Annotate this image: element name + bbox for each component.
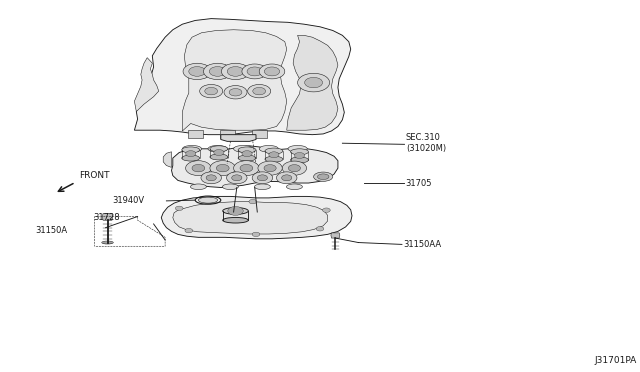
Polygon shape (163, 152, 172, 167)
Circle shape (247, 67, 262, 76)
Circle shape (264, 67, 280, 76)
Circle shape (210, 161, 236, 176)
Circle shape (227, 67, 244, 76)
Circle shape (258, 161, 282, 175)
Ellipse shape (265, 156, 283, 162)
Circle shape (175, 206, 183, 211)
Text: 31728: 31728 (93, 213, 120, 222)
Ellipse shape (198, 197, 218, 203)
Circle shape (221, 63, 250, 80)
Circle shape (252, 232, 260, 237)
Circle shape (289, 164, 301, 171)
Polygon shape (102, 214, 113, 220)
Polygon shape (134, 58, 159, 112)
Circle shape (186, 151, 196, 157)
Circle shape (214, 150, 224, 155)
Circle shape (229, 89, 242, 96)
Circle shape (242, 64, 268, 79)
Ellipse shape (291, 157, 308, 163)
Ellipse shape (254, 184, 270, 189)
Ellipse shape (223, 217, 248, 223)
Circle shape (253, 87, 266, 95)
Circle shape (316, 227, 324, 231)
Text: J31701PA: J31701PA (595, 356, 637, 365)
Circle shape (201, 172, 221, 184)
Circle shape (252, 172, 273, 184)
Circle shape (192, 164, 205, 172)
Ellipse shape (238, 155, 256, 161)
Ellipse shape (102, 241, 113, 244)
Ellipse shape (210, 146, 228, 152)
Polygon shape (221, 135, 256, 141)
Circle shape (216, 164, 229, 172)
Polygon shape (287, 35, 338, 130)
Polygon shape (182, 30, 287, 131)
Circle shape (298, 73, 330, 92)
Circle shape (240, 164, 253, 172)
Circle shape (282, 161, 307, 175)
Text: SEC.310
(31020M): SEC.310 (31020M) (406, 133, 446, 153)
Circle shape (206, 175, 216, 181)
Ellipse shape (223, 184, 238, 189)
Ellipse shape (265, 148, 283, 154)
Circle shape (209, 67, 226, 76)
Ellipse shape (182, 155, 200, 161)
Text: FRONT: FRONT (79, 171, 109, 180)
Circle shape (185, 228, 193, 233)
Circle shape (227, 172, 247, 184)
Polygon shape (134, 19, 351, 135)
Ellipse shape (288, 145, 307, 152)
Circle shape (323, 208, 330, 212)
Ellipse shape (210, 154, 228, 160)
Circle shape (205, 87, 218, 95)
Text: 31150A: 31150A (35, 226, 67, 235)
Ellipse shape (287, 184, 303, 189)
Ellipse shape (223, 208, 248, 214)
Circle shape (232, 175, 242, 181)
Ellipse shape (259, 145, 278, 152)
Ellipse shape (317, 174, 329, 179)
Polygon shape (331, 233, 340, 238)
Text: 31150AA: 31150AA (403, 240, 442, 249)
Circle shape (257, 175, 268, 181)
Circle shape (186, 161, 211, 176)
Polygon shape (161, 196, 352, 239)
Bar (188, 130, 203, 138)
Ellipse shape (182, 147, 200, 153)
Circle shape (259, 64, 285, 79)
Circle shape (200, 84, 223, 98)
Circle shape (276, 172, 297, 184)
Circle shape (224, 86, 247, 99)
Circle shape (183, 63, 211, 80)
Ellipse shape (208, 145, 227, 152)
Ellipse shape (191, 184, 206, 189)
Circle shape (234, 161, 259, 176)
Text: 31705: 31705 (406, 179, 432, 188)
Circle shape (294, 153, 305, 158)
Polygon shape (172, 146, 338, 187)
Polygon shape (173, 202, 328, 234)
Ellipse shape (291, 149, 308, 155)
Circle shape (204, 63, 232, 80)
Ellipse shape (238, 147, 256, 153)
Text: 31940V: 31940V (112, 196, 144, 205)
Circle shape (282, 175, 292, 181)
Ellipse shape (234, 145, 253, 152)
Circle shape (242, 151, 252, 157)
Bar (252, 130, 267, 138)
Circle shape (228, 206, 243, 215)
Circle shape (264, 164, 276, 171)
Circle shape (269, 152, 279, 158)
Circle shape (248, 84, 271, 98)
Bar (220, 130, 235, 138)
Circle shape (189, 67, 205, 76)
Ellipse shape (182, 145, 202, 152)
Ellipse shape (314, 172, 333, 181)
Circle shape (249, 199, 257, 204)
Circle shape (305, 77, 323, 88)
